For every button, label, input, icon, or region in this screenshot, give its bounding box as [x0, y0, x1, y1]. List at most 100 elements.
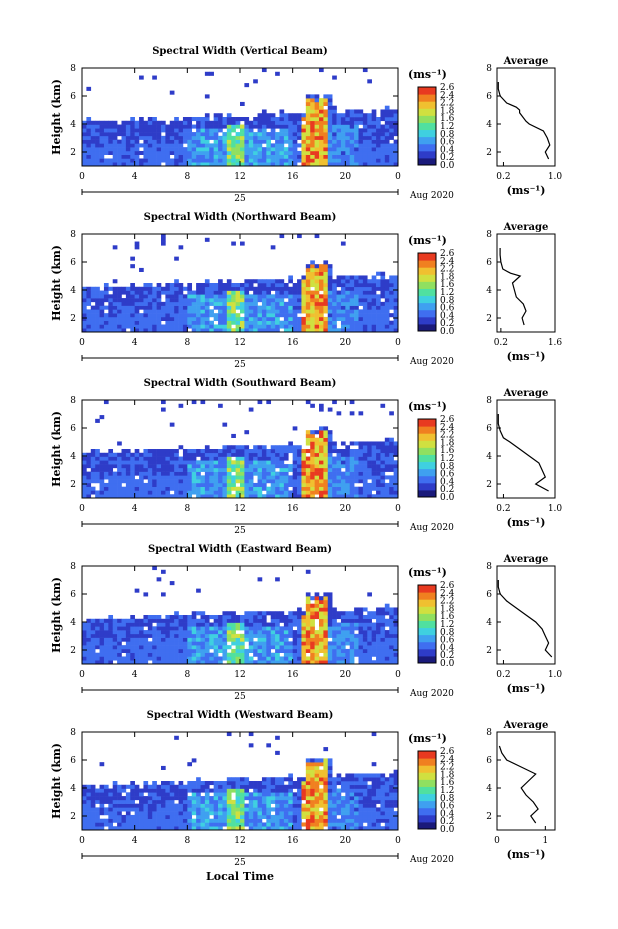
heatmap-cell [235, 286, 241, 291]
heatmap-cell [226, 143, 232, 148]
heatmap-cell [231, 305, 236, 310]
heatmap-cell [95, 418, 100, 423]
heatmap-cell [112, 652, 118, 657]
heatmap-cell [235, 826, 241, 831]
day-label: 25 [234, 194, 246, 204]
heatmap-cell [292, 143, 298, 148]
heatmap-cell [90, 796, 96, 801]
heatmap-cell [130, 328, 135, 333]
heatmap-cell [358, 460, 364, 465]
heatmap-cell [134, 132, 140, 137]
heatmap-cell [165, 660, 171, 665]
heatmap-cell [376, 117, 381, 122]
heatmap-cell [103, 452, 109, 457]
heatmap-cell [130, 803, 135, 808]
heatmap-cell [156, 622, 162, 627]
heatmap-cell [156, 475, 162, 480]
heatmap-cell [178, 316, 184, 321]
heatmap-cell [147, 283, 153, 288]
heatmap-cell [226, 645, 232, 650]
heatmap-cell [288, 781, 293, 786]
day-label: 25 [234, 692, 246, 702]
heatmap-cell [235, 120, 241, 125]
heatmap-cell [99, 762, 105, 767]
heatmap-cell [371, 460, 377, 465]
heatmap-cell [125, 652, 131, 657]
heatmap-cell [240, 788, 245, 793]
heatmap-cell [261, 305, 267, 310]
heatmap-cell [257, 283, 263, 288]
heatmap-cell [90, 449, 96, 454]
heatmap-cell [345, 275, 351, 280]
heatmap-cell [367, 633, 372, 638]
heatmap-cell [310, 294, 315, 299]
heatmap-cell [279, 117, 285, 122]
heatmap-cell [297, 290, 302, 295]
heatmap-cell [178, 309, 184, 314]
heatmap-cell [319, 599, 324, 604]
heatmap-cell [161, 150, 166, 155]
heatmap-cell [261, 796, 267, 801]
heatmap-cell [161, 120, 166, 125]
heatmap-cell [319, 460, 324, 465]
heatmap-cell [288, 124, 293, 129]
heatmap-cell [275, 637, 280, 642]
heatmap-cell [209, 486, 214, 491]
heatmap-cell [86, 286, 92, 291]
heatmap-cell [226, 147, 232, 152]
heatmap-cell [327, 799, 333, 804]
heatmap-cell [371, 467, 377, 472]
heatmap-cell [266, 807, 272, 812]
heatmap-cell [218, 286, 223, 291]
heatmap-cell [354, 128, 359, 133]
heatmap-cell [349, 652, 355, 657]
heatmap-cell [108, 656, 114, 661]
heatmap-cell [117, 784, 122, 789]
heatmap-cell [191, 648, 197, 653]
heatmap-cell [143, 143, 149, 148]
heatmap-cell [305, 660, 311, 665]
heatmap-cell [380, 652, 386, 657]
heatmap-cell [270, 637, 276, 642]
heatmap-cell [161, 822, 166, 827]
heatmap-cell [196, 645, 201, 650]
heatmap-cell [323, 592, 329, 597]
heatmap-cell [147, 792, 153, 797]
heatmap-cell [103, 807, 109, 812]
heatmap-cell [90, 822, 96, 827]
colorbar-tick-label: 0.8 [440, 130, 455, 140]
heatmap-cell [204, 630, 210, 635]
heatmap-cell [266, 400, 272, 405]
heatmap-cell [90, 475, 96, 480]
heatmap-cell [253, 120, 258, 125]
heatmap-cell [305, 773, 311, 778]
heatmap-cell [156, 471, 162, 476]
heatmap-cell [244, 132, 250, 137]
heatmap-cell [134, 158, 140, 163]
heatmap-cell [261, 283, 267, 288]
heatmap-cell [384, 445, 390, 450]
heatmap-cell [380, 135, 386, 140]
heatmap-cell [297, 645, 302, 650]
heatmap-cell [323, 460, 329, 465]
heatmap-cell [310, 109, 315, 114]
heatmap-cell [187, 781, 193, 786]
heatmap-cell [231, 807, 236, 812]
heatmap-cell [130, 124, 135, 129]
heatmap-cell [319, 479, 324, 484]
heatmap-cell [103, 305, 109, 310]
heatmap-cell [178, 799, 184, 804]
heatmap-cell [253, 135, 258, 140]
heatmap-cell [209, 150, 214, 155]
heatmap-cell [319, 781, 324, 786]
heatmap-cell [288, 298, 293, 303]
heatmap-cell [270, 799, 276, 804]
heatmap-cell [275, 750, 280, 755]
heatmap-cell [314, 98, 320, 103]
heatmap-cell [340, 128, 346, 133]
heatmap-cell [301, 796, 307, 801]
heatmap-cell [266, 490, 272, 495]
heatmap-cell [139, 467, 144, 472]
heatmap-cell [261, 162, 267, 167]
heatmap-cell [226, 490, 232, 495]
